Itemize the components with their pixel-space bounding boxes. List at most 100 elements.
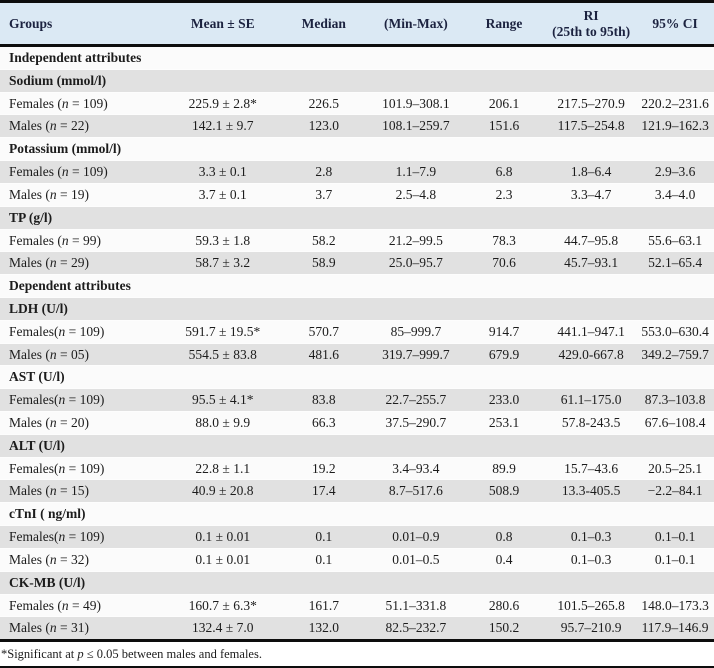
cell-min-max: 2.5–4.8 [369, 183, 462, 207]
cell-group-label: Females (n = 99) [0, 229, 168, 253]
cell-min-max: 319.7–999.7 [369, 343, 462, 367]
cell-range: 0.4 [461, 548, 547, 572]
cell-range: 89.9 [461, 457, 547, 481]
cell-group-label: Females (n = 109) [0, 160, 168, 184]
cell-ci: 52.1–65.4 [636, 251, 714, 276]
cell-min-max: 3.4–93.4 [369, 457, 462, 481]
column-header-median: Median [277, 1, 370, 48]
cell-ci: 20.5–25.1 [636, 457, 714, 481]
header-row: Groups Mean ± SE Median (Min-Max) Range … [0, 1, 714, 48]
cell-median: 58.9 [277, 251, 370, 276]
cell-ri: 429.0-667.8 [546, 343, 637, 367]
subheader-row: AST (U/l) [0, 365, 714, 390]
subheader-label: ALT (U/l) [0, 434, 714, 458]
cell-ci: 0.1–0.1 [636, 525, 714, 549]
cell-range: 253.1 [461, 411, 547, 435]
cell-range: 233.0 [461, 388, 547, 413]
cell-median: 132.0 [277, 616, 370, 643]
cell-median: 226.5 [277, 92, 370, 116]
cell-range: 151.6 [461, 114, 547, 139]
subheader-row: CK-MB (U/l) [0, 571, 714, 595]
subheader-row: Potassium (mmol/l) [0, 137, 714, 162]
subheader-label: Potassium (mmol/l) [0, 137, 714, 162]
cell-mean-se: 3.3 ± 0.1 [167, 160, 278, 184]
cell-ci: 87.3–103.8 [636, 388, 714, 413]
cell-median: 481.6 [277, 343, 370, 367]
cell-min-max: 22.7–255.7 [369, 388, 462, 413]
subheader-row: TP (g/l) [0, 206, 714, 230]
cell-ri: 57.8-243.5 [546, 411, 637, 435]
cell-ri: 101.5–265.8 [546, 594, 637, 618]
section-label: Independent attributes [0, 45, 714, 70]
cell-group-label: Males (n = 29) [0, 251, 168, 276]
column-header-ri: RI (25th to 95th) [546, 1, 637, 48]
cell-group-label: Females(n = 109) [0, 457, 168, 481]
cell-median: 66.3 [277, 411, 370, 435]
table-row: Males (n = 20) 88.0 ± 9.9 66.3 37.5–290.7 25… [0, 411, 714, 435]
section-row: Independent attributes [0, 45, 714, 70]
cell-median: 17.4 [277, 479, 370, 504]
cell-ci: 220.2–231.6 [636, 92, 714, 116]
cell-ri: 117.5–254.8 [546, 114, 637, 139]
table-row: Males (n = 15) 40.9 ± 20.8 17.4 8.7–517.6 50… [0, 479, 714, 504]
cell-range: 2.3 [461, 183, 547, 207]
cell-range: 150.2 [461, 616, 547, 643]
cell-group-label: Males (n = 22) [0, 114, 168, 139]
table-row: Females(n = 109) 95.5 ± 4.1* 83.8 22.7–255.… [0, 388, 714, 413]
subheader-row: Sodium (mmol/l) [0, 69, 714, 93]
cell-mean-se: 59.3 ± 1.8 [167, 229, 278, 253]
column-header-groups: Groups [0, 1, 168, 48]
subheader-label: LDH (U/l) [0, 297, 714, 321]
cell-mean-se: 0.1 ± 0.01 [167, 548, 278, 572]
ri-label-line2: (25th to 95th) [552, 23, 631, 39]
cell-median: 161.7 [277, 594, 370, 618]
cell-median: 2.8 [277, 160, 370, 184]
cell-range: 0.8 [461, 525, 547, 549]
subheader-label: Sodium (mmol/l) [0, 69, 714, 93]
cell-ci: 3.4–4.0 [636, 183, 714, 207]
table-row: Females (n = 49) 160.7 ± 6.3* 161.7 51.1–33… [0, 594, 714, 618]
cell-mean-se: 225.9 ± 2.8* [167, 92, 278, 116]
cell-min-max: 0.01–0.9 [369, 525, 462, 549]
subheader-label: TP (g/l) [0, 206, 714, 230]
cell-group-label: Males (n = 15) [0, 479, 168, 504]
table-row: Males (n = 19) 3.7 ± 0.1 3.7 2.5–4.8 2.3 3.3–… [0, 183, 714, 207]
cell-range: 914.7 [461, 320, 547, 344]
cell-group-label: Females (n = 109) [0, 92, 168, 116]
column-header-mean-se: Mean ± SE [167, 1, 278, 48]
cell-ci: 148.0–173.3 [636, 594, 714, 618]
cell-median: 570.7 [277, 320, 370, 344]
cell-ci: 121.9–162.3 [636, 114, 714, 139]
cell-mean-se: 0.1 ± 0.01 [167, 525, 278, 549]
cell-median: 0.1 [277, 525, 370, 549]
subheader-label: AST (U/l) [0, 365, 714, 390]
column-header-range: Range [461, 1, 547, 48]
cell-ri: 217.5–270.9 [546, 92, 637, 116]
cell-ri: 0.1–0.3 [546, 548, 637, 572]
cell-range: 6.8 [461, 160, 547, 184]
cell-min-max: 51.1–331.8 [369, 594, 462, 618]
column-header-min-max: (Min-Max) [369, 1, 462, 48]
table-row: Females(n = 109) 591.7 ± 19.5* 570.7 85–999… [0, 320, 714, 344]
cell-ri: 13.3-405.5 [546, 479, 637, 504]
subheader-label: cTnI ( ng/ml) [0, 502, 714, 527]
cell-group-label: Males (n = 19) [0, 183, 168, 207]
cell-ci: 2.9–3.6 [636, 160, 714, 184]
cell-range: 78.3 [461, 229, 547, 253]
cell-min-max: 25.0–95.7 [369, 251, 462, 276]
cell-group-label: Females (n = 49) [0, 594, 168, 618]
cell-ri: 45.7–93.1 [546, 251, 637, 276]
table-row: Males (n = 32) 0.1 ± 0.01 0.1 0.01–0.5 0.4 0.… [0, 548, 714, 572]
cell-ri: 3.3–4.7 [546, 183, 637, 207]
section-row: Dependent attributes [0, 274, 714, 298]
cell-ri: 61.1–175.0 [546, 388, 637, 413]
cell-mean-se: 142.1 ± 9.7 [167, 114, 278, 139]
cell-mean-se: 160.7 ± 6.3* [167, 594, 278, 618]
cell-min-max: 82.5–232.7 [369, 616, 462, 643]
cell-group-label: Males (n = 20) [0, 411, 168, 435]
cell-group-label: Males (n = 32) [0, 548, 168, 572]
significance-footnote: *Significant at p ≤ 0.05 between males a… [0, 642, 714, 668]
cell-ri: 15.7–43.6 [546, 457, 637, 481]
cell-min-max: 37.5–290.7 [369, 411, 462, 435]
cell-min-max: 101.9–308.1 [369, 92, 462, 116]
